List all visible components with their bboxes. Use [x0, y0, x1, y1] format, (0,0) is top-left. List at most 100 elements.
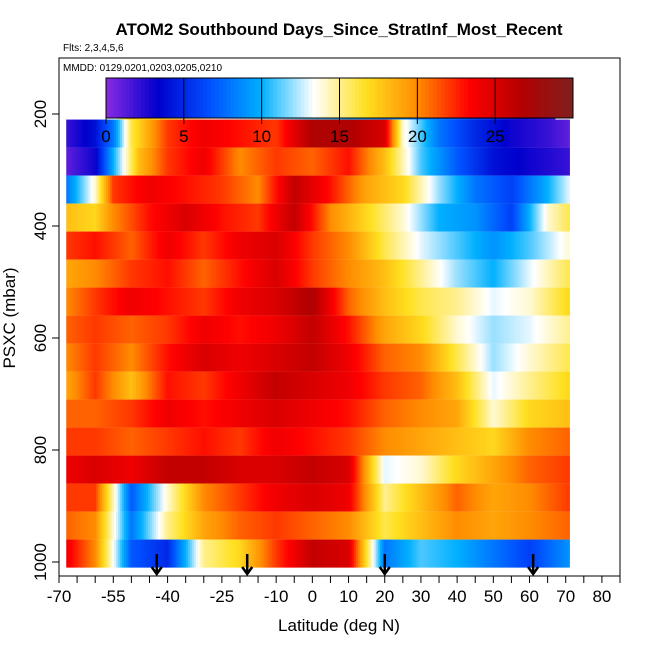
- heatmap-cell: [76, 259, 79, 288]
- heatmap-cell: [349, 287, 353, 316]
- heatmap-cell: [385, 203, 389, 232]
- colorbar-swatch: [226, 78, 232, 118]
- heatmap-cell: [479, 315, 483, 344]
- heatmap-cell: [499, 539, 503, 568]
- heatmap-cell: [124, 175, 127, 204]
- heatmap-cell: [174, 539, 177, 568]
- heatmap-cell: [192, 511, 195, 540]
- heatmap-cell: [303, 175, 307, 204]
- heatmap-cell: [461, 287, 465, 316]
- colorbar-swatch: [312, 78, 317, 118]
- heatmap-cell: [541, 315, 544, 344]
- heatmap-cell: [221, 511, 225, 540]
- heatmap-cell: [465, 427, 469, 456]
- heatmap-cell: [341, 203, 345, 232]
- heatmap-cell: [295, 203, 299, 232]
- heatmap-cell: [567, 231, 570, 260]
- heatmap-cell: [102, 371, 105, 400]
- heatmap-cell: [393, 483, 397, 512]
- heatmap-cell: [347, 231, 351, 260]
- heatmap-cell: [333, 371, 337, 400]
- heatmap-cell: [241, 483, 245, 512]
- heatmap-cell: [271, 371, 275, 400]
- heatmap-cell: [126, 511, 129, 540]
- heatmap-cell: [449, 399, 453, 428]
- heatmap-cell: [321, 231, 325, 260]
- heatmap-cell: [203, 483, 207, 512]
- heatmap-cell: [361, 511, 365, 540]
- heatmap-cell: [257, 147, 261, 176]
- heatmap-cell: [487, 175, 491, 204]
- heatmap-cell: [341, 315, 345, 344]
- heatmap-cell: [86, 371, 89, 400]
- heatmap-cell: [325, 539, 329, 568]
- heatmap-cell: [243, 371, 247, 400]
- heatmap-cell: [507, 175, 511, 204]
- heatmap-cell: [373, 371, 377, 400]
- heatmap-cell: [333, 483, 337, 512]
- heatmap-cell: [321, 147, 325, 176]
- heatmap-cell: [211, 343, 215, 372]
- heatmap-cell: [355, 455, 359, 484]
- heatmap-cell: [429, 343, 433, 372]
- heatmap-cell: [333, 399, 337, 428]
- colorbar-swatch: [487, 78, 492, 118]
- heatmap-cell: [327, 427, 331, 456]
- heatmap-cell: [70, 343, 73, 372]
- heatmap-cell: [327, 259, 331, 288]
- heatmap-cell: [158, 539, 161, 568]
- heatmap-cell: [108, 203, 111, 232]
- heatmap-cell: [385, 147, 389, 176]
- heatmap-cell: [421, 175, 425, 204]
- heatmap-cell: [453, 511, 457, 540]
- heatmap-cell: [72, 511, 75, 540]
- heatmap-cell: [190, 203, 193, 232]
- heatmap-cell: [353, 455, 357, 484]
- heatmap-cell: [503, 399, 507, 428]
- heatmap-cell: [78, 259, 81, 288]
- heatmap-cell: [359, 259, 363, 288]
- heatmap-cell: [194, 175, 197, 204]
- heatmap-cell: [299, 315, 303, 344]
- heatmap-cell: [211, 455, 215, 484]
- heatmap-cell: [190, 371, 193, 400]
- heatmap-cell: [257, 539, 261, 568]
- heatmap-cell: [305, 147, 309, 176]
- heatmap-cell: [543, 203, 546, 232]
- heatmap-cell: [541, 399, 544, 428]
- heatmap-cell: [251, 343, 255, 372]
- heatmap-cell: [319, 231, 323, 260]
- heatmap-cell: [373, 259, 377, 288]
- heatmap-cell: [513, 203, 517, 232]
- heatmap-cell: [66, 399, 69, 428]
- heatmap-cell: [146, 203, 149, 232]
- heatmap-cell: [174, 427, 177, 456]
- colorbar-swatch: [152, 78, 158, 118]
- heatmap-cell: [463, 259, 467, 288]
- heatmap-cell: [489, 231, 493, 260]
- heatmap-cell: [178, 427, 181, 456]
- heatmap-cell: [433, 147, 437, 176]
- heatmap-cell: [421, 287, 425, 316]
- heatmap-cell: [265, 483, 269, 512]
- heatmap-cell: [527, 539, 530, 568]
- heatmap-cell: [233, 371, 237, 400]
- heatmap-cell: [251, 511, 255, 540]
- heatmap-cell: [112, 343, 115, 372]
- heatmap-cell: [477, 287, 481, 316]
- heatmap-cell: [511, 511, 515, 540]
- heatmap-cell: [126, 287, 129, 316]
- heatmap-cell: [98, 343, 101, 372]
- heatmap-cell: [525, 315, 529, 344]
- heatmap-cell: [213, 483, 217, 512]
- heatmap-cell: [78, 539, 81, 568]
- heatmap-cell: [176, 539, 179, 568]
- heatmap-cell: [449, 147, 453, 176]
- heatmap-cell: [327, 175, 331, 204]
- heatmap-cell: [425, 539, 429, 568]
- heatmap-cell: [201, 315, 205, 344]
- heatmap-cell: [527, 315, 530, 344]
- heatmap-cell: [313, 511, 317, 540]
- heatmap-cell: [108, 539, 111, 568]
- heatmap-cell: [295, 455, 299, 484]
